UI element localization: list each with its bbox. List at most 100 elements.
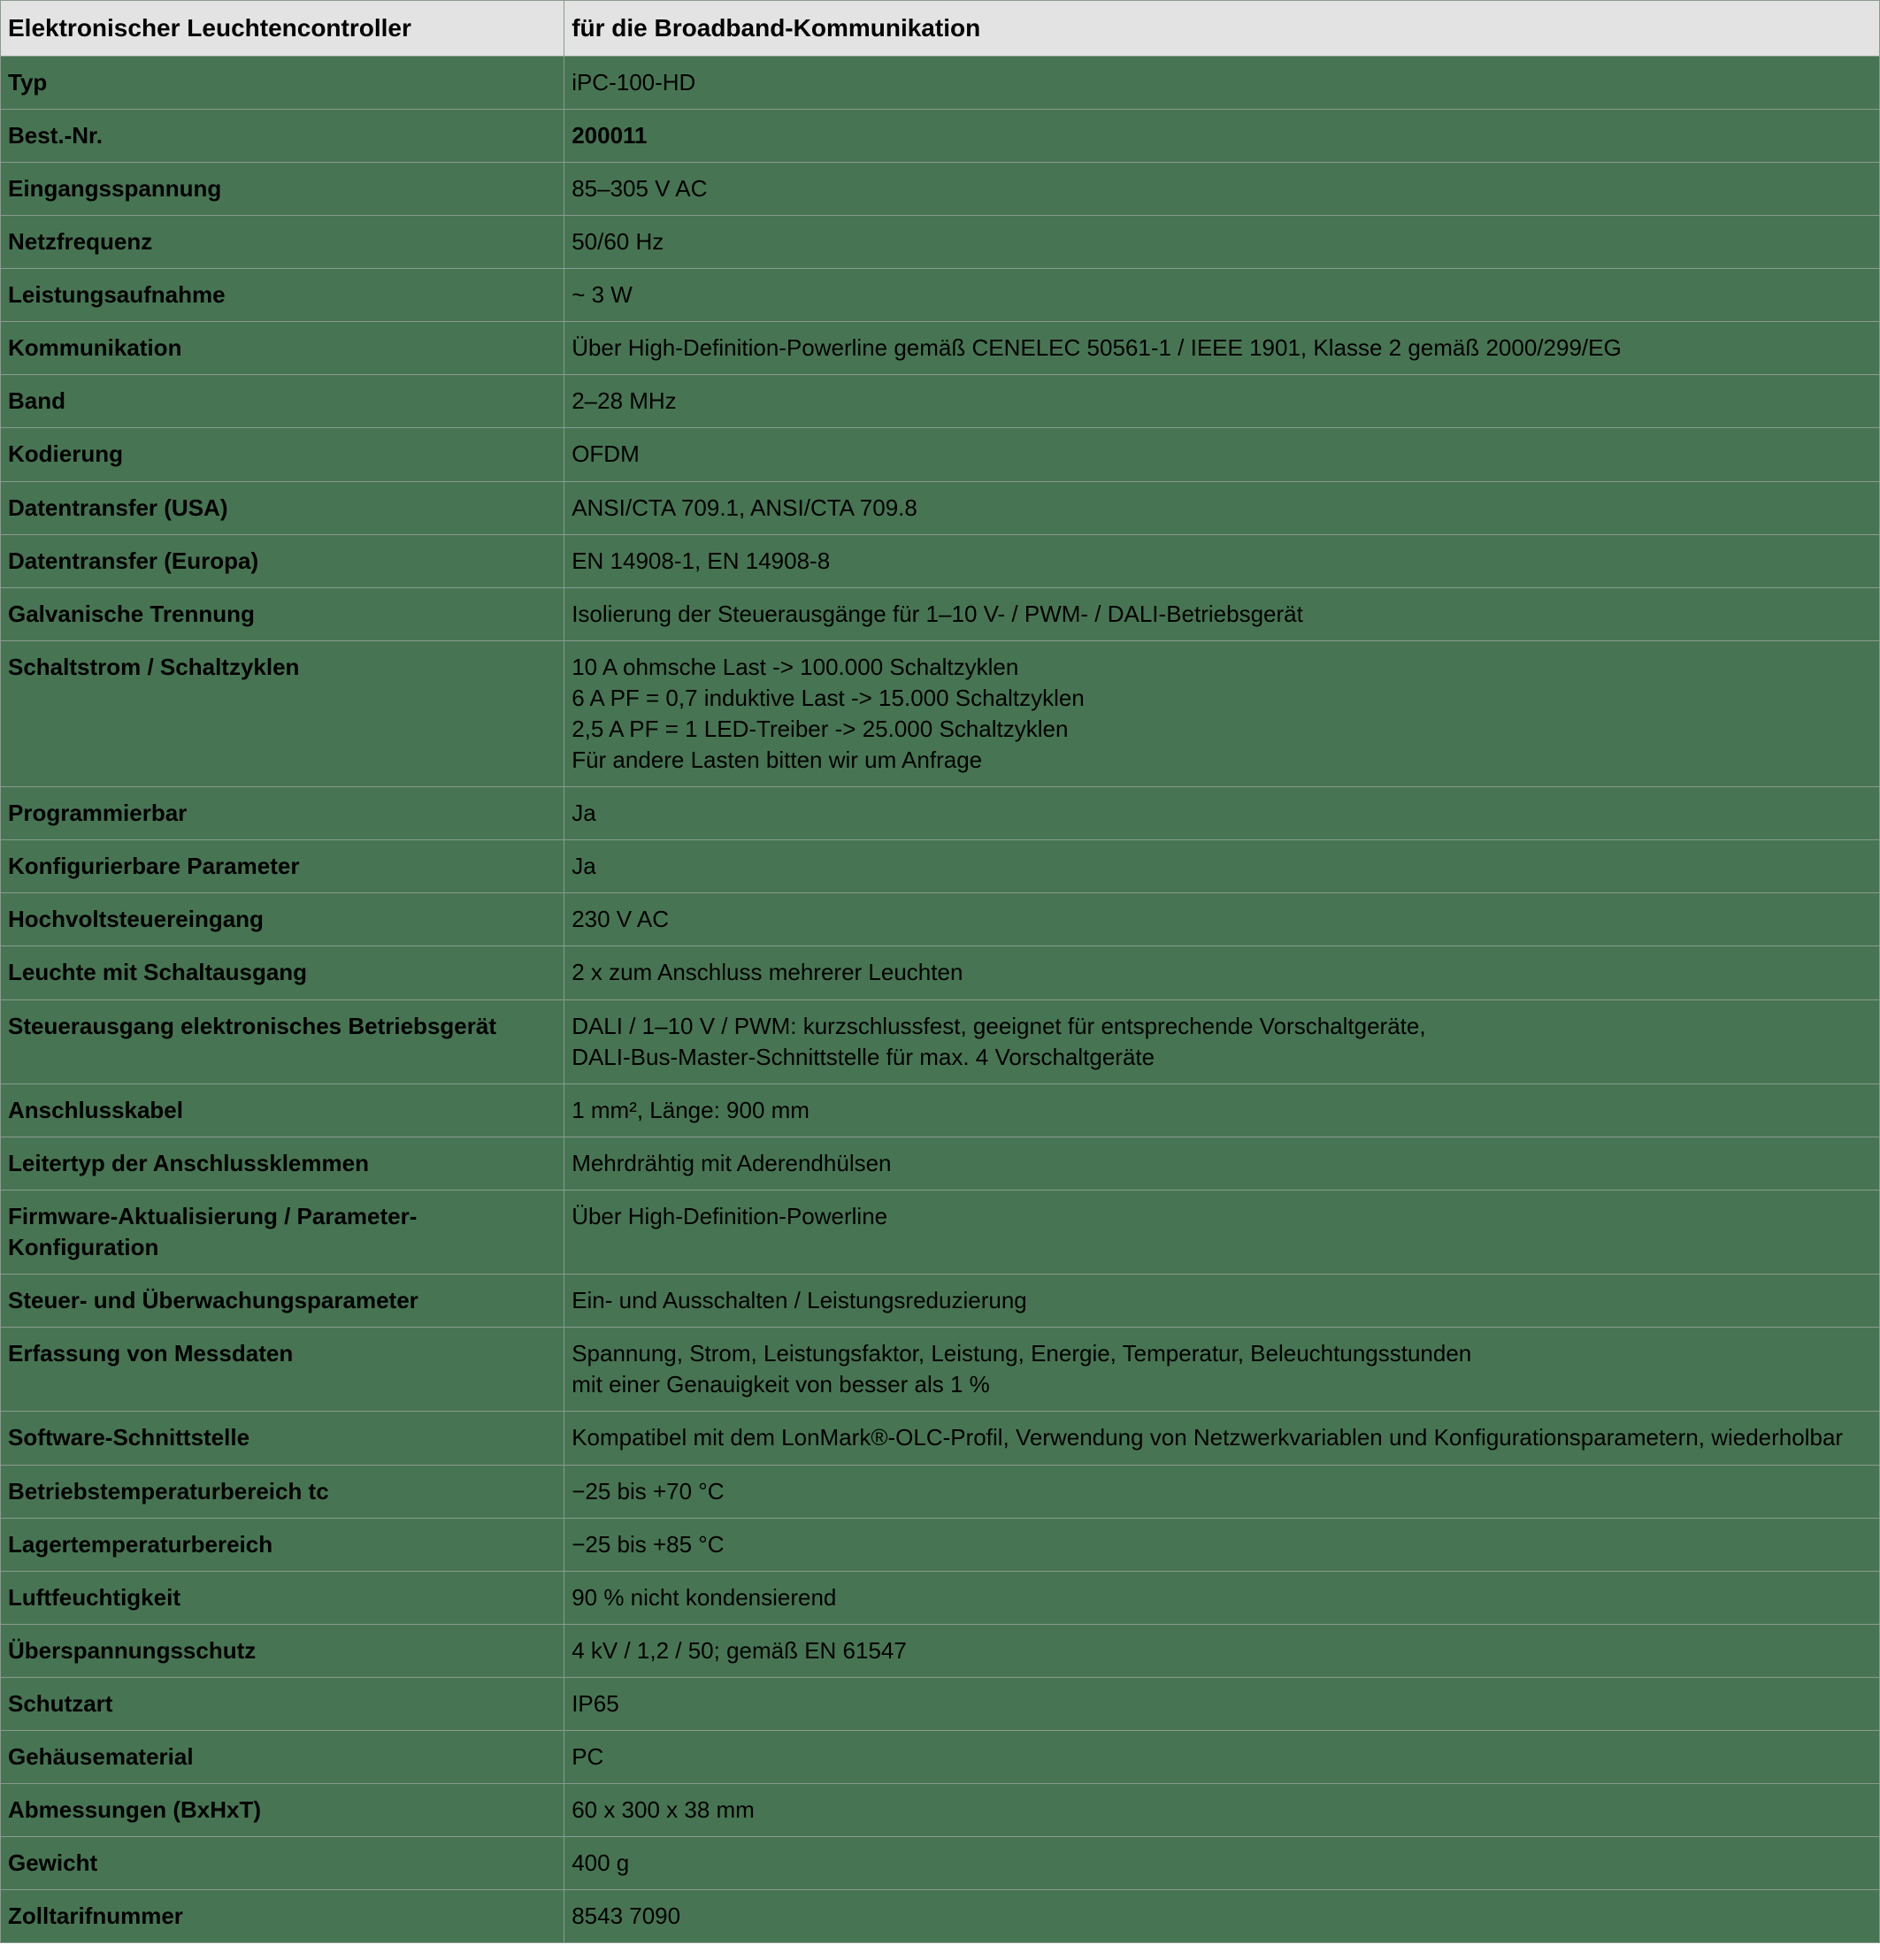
spec-value: Über High-Definition-Powerline xyxy=(564,1190,1880,1274)
spec-value: Ein- und Ausschalten / Leistungsreduzier… xyxy=(564,1275,1880,1328)
spec-value: OFDM xyxy=(564,428,1880,481)
spec-label: Hochvoltsteuereingang xyxy=(1,893,564,946)
table-row: ProgrammierbarJa xyxy=(1,787,1880,840)
spec-label: Anschlusskabel xyxy=(1,1083,564,1137)
spec-value: 60 x 300 x 38 mm xyxy=(564,1784,1880,1837)
spec-value: Kompatibel mit dem LonMark®-OLC-Profil, … xyxy=(564,1412,1880,1465)
table-row: Software-SchnittstelleKompatibel mit dem… xyxy=(1,1412,1880,1465)
spec-label: Abmessungen (BxHxT) xyxy=(1,1784,564,1837)
spec-value: Mehrdrähtig mit Aderendhülsen xyxy=(564,1137,1880,1190)
spec-label: Steuerausgang elektronisches Betriebsger… xyxy=(1,999,564,1083)
spec-value: 10 A ohmsche Last -> 100.000 Schaltzykle… xyxy=(564,640,1880,786)
spec-value: 2 x zum Anschluss mehrerer Leuchten xyxy=(564,946,1880,999)
spec-label: Best.-Nr. xyxy=(1,109,564,162)
spec-value: Ja xyxy=(564,840,1880,893)
spec-label: Luftfeuchtigkeit xyxy=(1,1571,564,1624)
spec-label: Zolltarifnummer xyxy=(1,1890,564,1943)
spec-label: Gehäusematerial xyxy=(1,1730,564,1783)
spec-label: Überspannungsschutz xyxy=(1,1624,564,1677)
spec-label: Leitertyp der Anschlussklemmen xyxy=(1,1137,564,1190)
spec-value: IP65 xyxy=(564,1677,1880,1730)
spec-label: Erfassung von Messdaten xyxy=(1,1328,564,1412)
spec-label: Firmware-Aktualisierung / Parameter-Konf… xyxy=(1,1190,564,1274)
table-row: KommunikationÜber High-Definition-Powerl… xyxy=(1,322,1880,375)
table-row: Leuchte mit Schaltausgang2 x zum Anschlu… xyxy=(1,946,1880,999)
spec-label: Programmierbar xyxy=(1,787,564,840)
spec-label: Kommunikation xyxy=(1,322,564,375)
spec-value: 85–305 V AC xyxy=(564,162,1880,215)
spec-label: Leuchte mit Schaltausgang xyxy=(1,946,564,999)
header-right: für die Broadband-Kommunikation xyxy=(564,1,1880,57)
table-row: Erfassung von MessdatenSpannung, Strom, … xyxy=(1,1328,1880,1412)
spec-label: Datentransfer (Europa) xyxy=(1,534,564,587)
table-row: Schaltstrom / Schaltzyklen10 A ohmsche L… xyxy=(1,640,1880,786)
table-row: Steuer- und ÜberwachungsparameterEin- un… xyxy=(1,1275,1880,1328)
table-row: Firmware-Aktualisierung / Parameter-Konf… xyxy=(1,1190,1880,1274)
table-row: Hochvoltsteuereingang230 V AC xyxy=(1,893,1880,946)
spec-label: Typ xyxy=(1,56,564,109)
spec-value: ~ 3 W xyxy=(564,269,1880,322)
spec-label: Eingangsspannung xyxy=(1,162,564,215)
table-row: Galvanische TrennungIsolierung der Steue… xyxy=(1,587,1880,640)
spec-value: 8543 7090 xyxy=(564,1890,1880,1943)
spec-value: DALI / 1–10 V / PWM: kurzschlussfest, ge… xyxy=(564,999,1880,1083)
table-row: Best.-Nr.200011 xyxy=(1,109,1880,162)
table-row: Datentransfer (USA)ANSI/CTA 709.1, ANSI/… xyxy=(1,481,1880,534)
spec-value: −25 bis +70 °C xyxy=(564,1465,1880,1518)
spec-value: 50/60 Hz xyxy=(564,216,1880,269)
spec-value: iPC-100-HD xyxy=(564,56,1880,109)
table-row: Betriebstemperaturbereich tc−25 bis +70 … xyxy=(1,1465,1880,1518)
table-header-row: Elektronischer Leuchtencontroller für di… xyxy=(1,1,1880,57)
table-row: Konfigurierbare ParameterJa xyxy=(1,840,1880,893)
spec-value: Isolierung der Steuerausgänge für 1–10 V… xyxy=(564,587,1880,640)
spec-label: Software-Schnittstelle xyxy=(1,1412,564,1465)
spec-value: PC xyxy=(564,1730,1880,1783)
spec-label: Datentransfer (USA) xyxy=(1,481,564,534)
spec-value: 1 mm², Länge: 900 mm xyxy=(564,1083,1880,1137)
spec-label: Gewicht xyxy=(1,1837,564,1890)
spec-label: Schutzart xyxy=(1,1677,564,1730)
table-row: Zolltarifnummer8543 7090 xyxy=(1,1890,1880,1943)
spec-label: Galvanische Trennung xyxy=(1,587,564,640)
spec-value: Spannung, Strom, Leistungsfaktor, Leistu… xyxy=(564,1328,1880,1412)
spec-label: Lagertemperaturbereich xyxy=(1,1518,564,1571)
table-row: Lagertemperaturbereich−25 bis +85 °C xyxy=(1,1518,1880,1571)
table-row: GehäusematerialPC xyxy=(1,1730,1880,1783)
spec-value: 200011 xyxy=(564,109,1880,162)
spec-label: Konfigurierbare Parameter xyxy=(1,840,564,893)
spec-table: Elektronischer Leuchtencontroller für di… xyxy=(0,0,1880,1943)
table-row: Luftfeuchtigkeit90 % nicht kondensierend xyxy=(1,1571,1880,1624)
table-row: KodierungOFDM xyxy=(1,428,1880,481)
spec-value: 2–28 MHz xyxy=(564,375,1880,428)
table-row: Leistungsaufnahme~ 3 W xyxy=(1,269,1880,322)
spec-label: Kodierung xyxy=(1,428,564,481)
table-row: Eingangsspannung85–305 V AC xyxy=(1,162,1880,215)
table-row: Netzfrequenz50/60 Hz xyxy=(1,216,1880,269)
spec-label: Betriebstemperaturbereich tc xyxy=(1,1465,564,1518)
spec-value: Über High-Definition-Powerline gemäß CEN… xyxy=(564,322,1880,375)
spec-label: Leistungsaufnahme xyxy=(1,269,564,322)
header-left: Elektronischer Leuchtencontroller xyxy=(1,1,564,57)
table-row: Band2–28 MHz xyxy=(1,375,1880,428)
spec-value: −25 bis +85 °C xyxy=(564,1518,1880,1571)
table-row: Anschlusskabel1 mm², Länge: 900 mm xyxy=(1,1083,1880,1137)
spec-value: 230 V AC xyxy=(564,893,1880,946)
spec-label: Steuer- und Überwachungsparameter xyxy=(1,1275,564,1328)
table-row: TypiPC-100-HD xyxy=(1,56,1880,109)
table-row: Gewicht400 g xyxy=(1,1837,1880,1890)
table-row: Datentransfer (Europa)EN 14908-1, EN 149… xyxy=(1,534,1880,587)
table-row: Steuerausgang elektronisches Betriebsger… xyxy=(1,999,1880,1083)
spec-value: 400 g xyxy=(564,1837,1880,1890)
spec-value: 90 % nicht kondensierend xyxy=(564,1571,1880,1624)
spec-value: EN 14908-1, EN 14908-8 xyxy=(564,534,1880,587)
spec-label: Netzfrequenz xyxy=(1,216,564,269)
spec-value: ANSI/CTA 709.1, ANSI/CTA 709.8 xyxy=(564,481,1880,534)
table-row: SchutzartIP65 xyxy=(1,1677,1880,1730)
table-row: Leitertyp der AnschlussklemmenMehrdrähti… xyxy=(1,1137,1880,1190)
table-row: Überspannungsschutz4 kV / 1,2 / 50; gemä… xyxy=(1,1624,1880,1677)
spec-value: Ja xyxy=(564,787,1880,840)
spec-value: 4 kV / 1,2 / 50; gemäß EN 61547 xyxy=(564,1624,1880,1677)
spec-label: Band xyxy=(1,375,564,428)
table-row: Abmessungen (BxHxT)60 x 300 x 38 mm xyxy=(1,1784,1880,1837)
spec-label: Schaltstrom / Schaltzyklen xyxy=(1,640,564,786)
